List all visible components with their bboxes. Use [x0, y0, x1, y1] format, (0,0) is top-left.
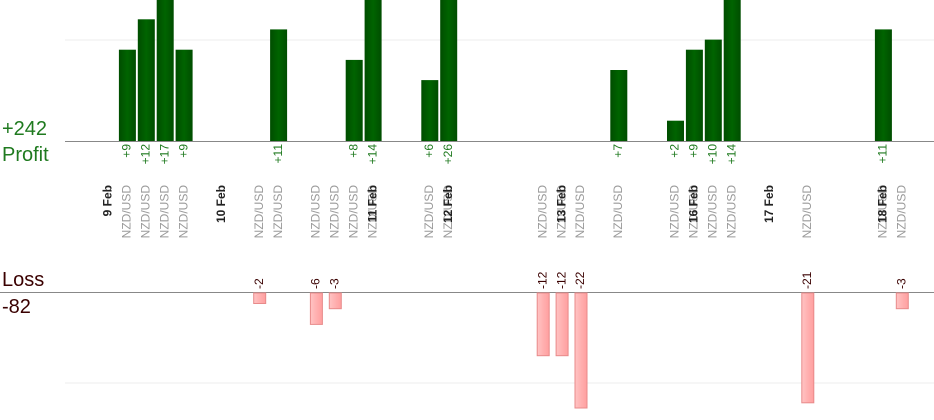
loss-value-label: -22 — [573, 271, 587, 289]
profit-bar — [440, 0, 458, 141]
profit-total: +242 — [2, 118, 48, 140]
loss-bar — [574, 292, 588, 409]
profit-bar — [723, 0, 741, 141]
symbol-label: NZD/USD — [573, 185, 587, 239]
loss-bar — [536, 292, 550, 357]
loss-value-label: -12 — [535, 271, 549, 289]
profit-value-label: +14 — [365, 144, 379, 165]
profit-bar — [175, 49, 193, 142]
symbol-label: NZD/USD — [687, 185, 701, 239]
loss-value-label: -3 — [894, 278, 908, 289]
loss-bar — [328, 292, 342, 310]
profit-value-label: +11 — [271, 144, 285, 164]
profit-bar — [118, 49, 136, 142]
profit-bar — [667, 120, 684, 141]
date-label: 17 Feb — [762, 185, 776, 223]
profit-value-label: +17 — [157, 144, 171, 165]
symbol-label: NZD/USD — [441, 185, 455, 239]
loss-value-label: -12 — [554, 271, 568, 289]
symbol-label: NZD/USD — [309, 185, 323, 239]
profit-value-label: +7 — [611, 144, 625, 158]
date-label: 11 Feb — [365, 185, 379, 222]
symbol-label: NZD/USD — [327, 185, 341, 239]
date-label: 16 Feb — [687, 185, 701, 223]
symbol-label: NZD/USD — [876, 185, 890, 239]
profit-value-label: +8 — [346, 144, 360, 158]
profit-bar — [270, 29, 288, 141]
symbol-label: NZD/USD — [894, 185, 908, 239]
profit-value-label: +12 — [138, 144, 152, 165]
symbol-label: NZD/USD — [554, 185, 568, 239]
symbol-label: NZD/USD — [365, 185, 379, 239]
profit-value-label: +26 — [441, 144, 455, 165]
profit-bar — [137, 19, 155, 141]
profit-bar — [704, 39, 722, 141]
symbol-label: NZD/USD — [535, 185, 549, 239]
profit-value-label: +14 — [724, 144, 738, 165]
profit-bar — [610, 70, 628, 141]
symbol-label: NZD/USD — [668, 185, 682, 239]
loss-value-label: -2 — [252, 278, 266, 289]
symbol-label: NZD/USD — [611, 185, 625, 239]
symbol-label: NZD/USD — [120, 185, 134, 239]
loss-bar — [895, 292, 909, 310]
symbol-label: NZD/USD — [138, 185, 152, 239]
profit-value-label: +10 — [705, 144, 719, 165]
loss-value-label: -21 — [800, 271, 814, 289]
profit-value-label: +11 — [876, 144, 890, 164]
loss-bar — [801, 292, 815, 404]
date-label: 10 Feb — [214, 185, 228, 223]
symbol-label: NZD/USD — [346, 185, 360, 239]
profit-bar — [874, 29, 892, 141]
loss-bar — [309, 292, 323, 325]
symbol-label: NZD/USD — [422, 185, 436, 239]
profit-value-label: +2 — [668, 144, 682, 158]
profit-value-label: +9 — [120, 144, 134, 158]
date-label: 9 Feb — [101, 185, 115, 216]
date-label: 12 Feb — [441, 185, 455, 223]
profit-bar — [345, 59, 363, 141]
loss-total: -82 — [2, 296, 31, 318]
symbol-label: NZD/USD — [176, 185, 190, 239]
date-label: 18 Feb — [876, 185, 890, 223]
symbol-label: NZD/USD — [271, 185, 285, 239]
profit-bar — [421, 80, 439, 141]
profit-bar — [364, 0, 382, 141]
profit-bar — [685, 49, 703, 142]
loss-bar — [555, 292, 569, 357]
profit-value-label: +6 — [422, 144, 436, 158]
loss-value-label: -3 — [327, 278, 341, 289]
profit-label: Profit — [2, 144, 49, 166]
loss-bar — [253, 292, 267, 304]
symbol-label: NZD/USD — [800, 185, 814, 239]
loss-value-label: -6 — [309, 278, 323, 289]
symbol-label: NZD/USD — [724, 185, 738, 239]
date-label: 13 Feb — [554, 185, 568, 223]
symbol-label: NZD/USD — [705, 185, 719, 239]
profit-value-label: +9 — [687, 144, 701, 158]
symbol-label: NZD/USD — [157, 185, 171, 239]
loss-label: Loss — [2, 269, 45, 291]
profit-bar — [156, 0, 174, 141]
profit-value-label: +9 — [176, 144, 190, 158]
symbol-label: NZD/USD — [252, 185, 266, 239]
